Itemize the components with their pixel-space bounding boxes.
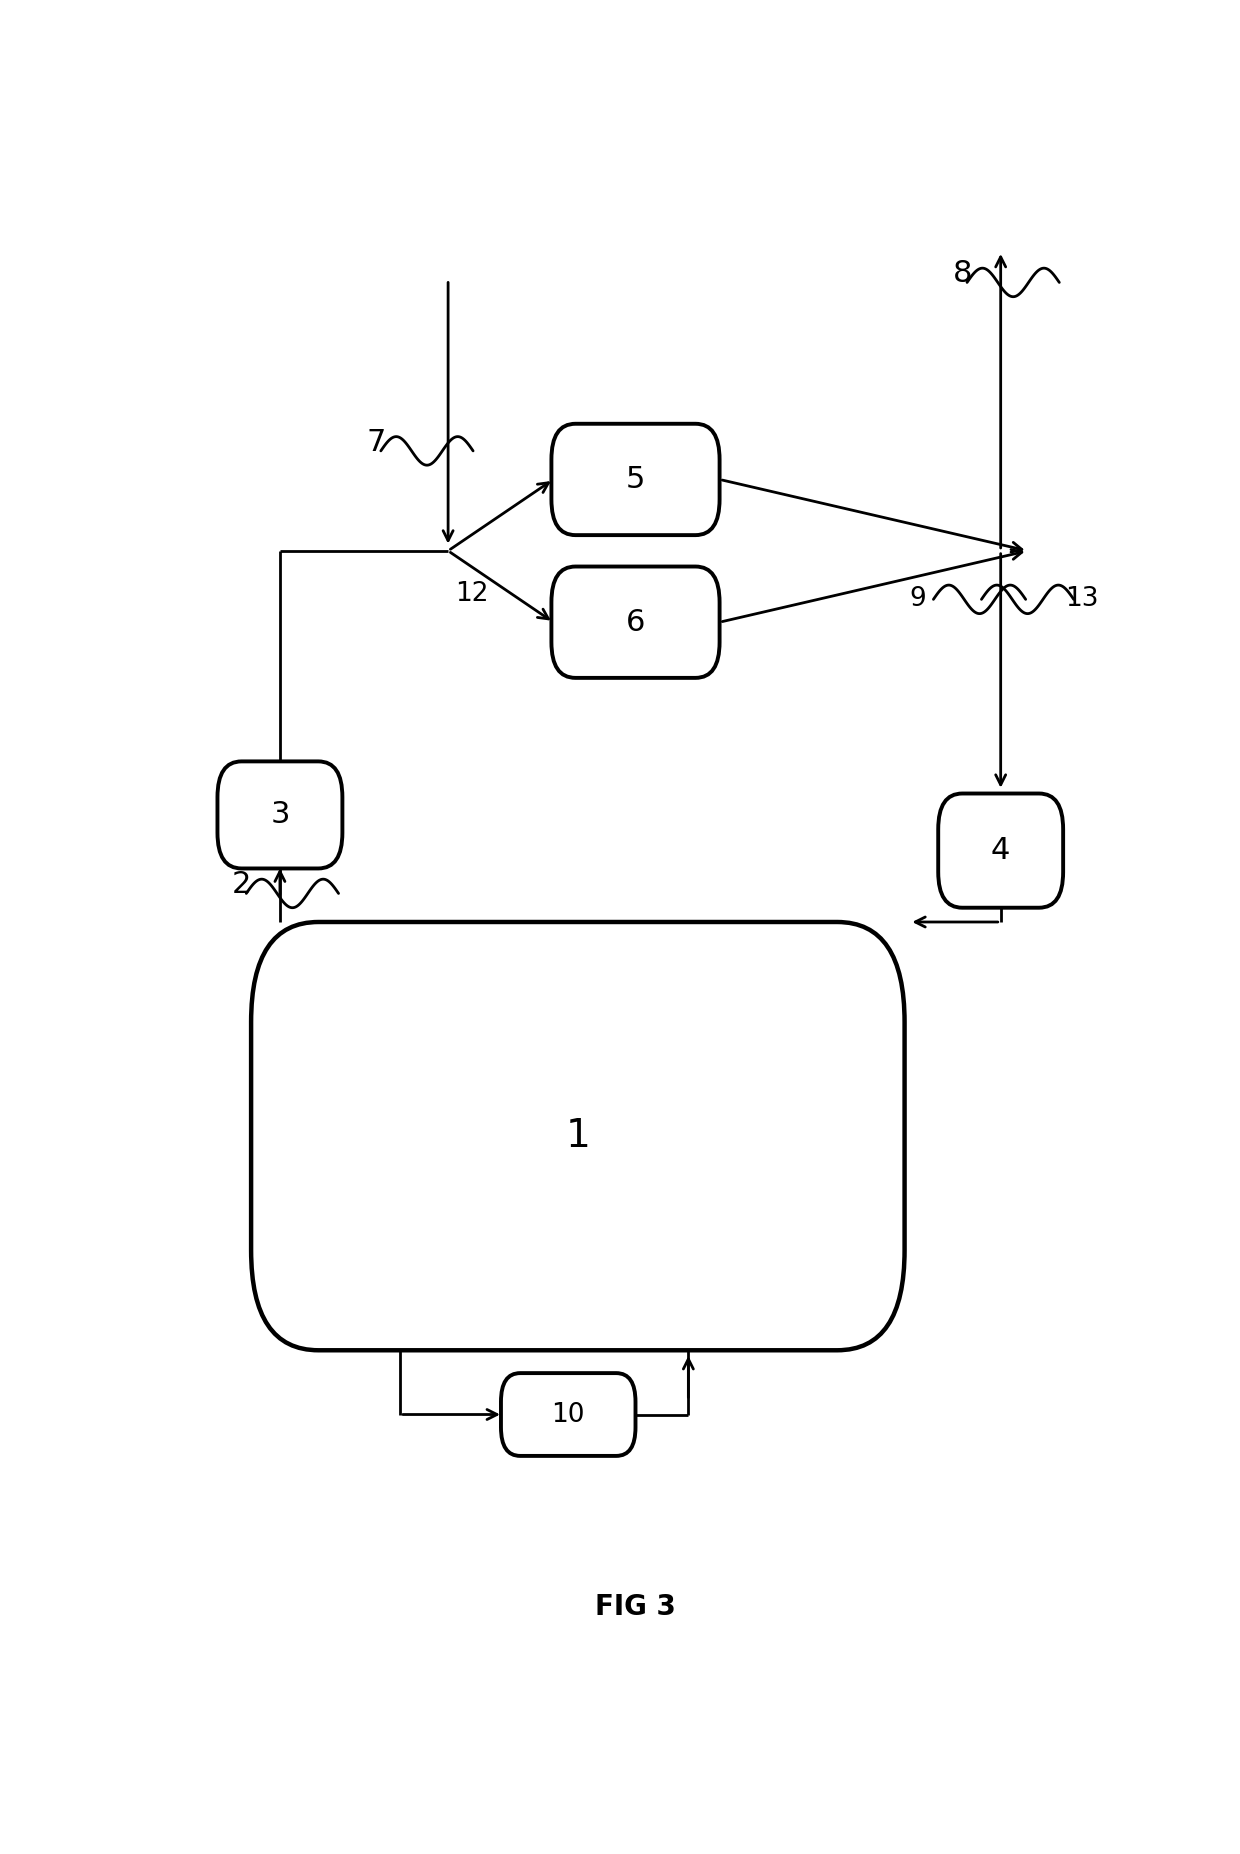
Text: 13: 13 — [1065, 586, 1099, 612]
FancyBboxPatch shape — [552, 567, 719, 679]
Text: 3: 3 — [270, 801, 290, 829]
FancyBboxPatch shape — [501, 1374, 635, 1455]
Text: 6: 6 — [626, 608, 645, 636]
Text: 1: 1 — [565, 1118, 590, 1155]
Text: 8: 8 — [952, 260, 972, 289]
Text: 9: 9 — [909, 586, 926, 612]
Text: 4: 4 — [991, 836, 1011, 866]
Text: 10: 10 — [552, 1402, 585, 1428]
FancyBboxPatch shape — [250, 921, 905, 1350]
FancyBboxPatch shape — [217, 762, 342, 868]
FancyBboxPatch shape — [939, 794, 1063, 908]
Text: 7: 7 — [366, 428, 386, 456]
FancyBboxPatch shape — [552, 425, 719, 536]
Text: 2: 2 — [232, 870, 252, 899]
Text: 12: 12 — [455, 580, 489, 606]
Text: 5: 5 — [626, 465, 645, 493]
Text: FIG 3: FIG 3 — [595, 1593, 676, 1620]
